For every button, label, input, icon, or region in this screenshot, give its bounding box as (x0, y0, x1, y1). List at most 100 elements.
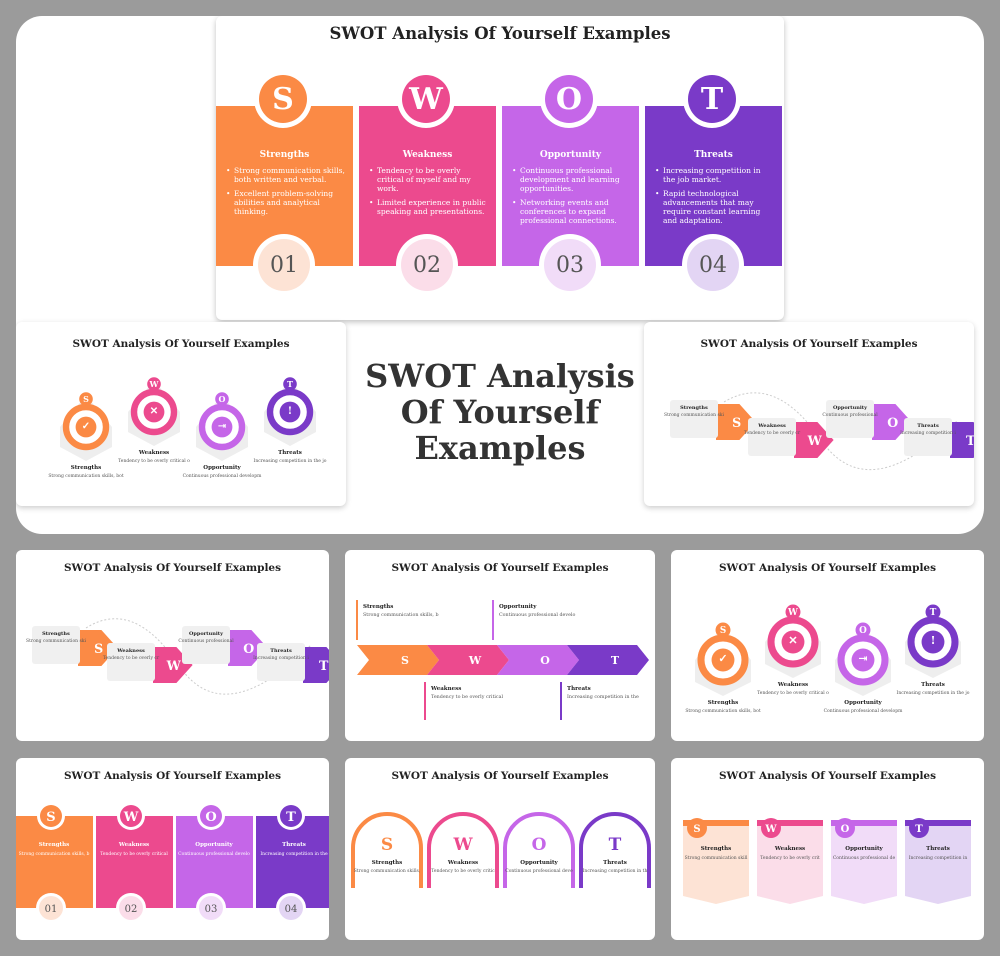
heading: Strengths (680, 405, 708, 411)
slide-title: SWOT Analysis Of Yourself Examples (718, 562, 937, 574)
slide-title: SWOT Analysis Of Yourself Examples (700, 338, 918, 350)
letter: S (94, 641, 103, 656)
letter-dot (855, 622, 871, 638)
letter-badge: S (254, 70, 312, 128)
hero-preview: SWOT Analysis Of Yourself Examples S Stre… (16, 16, 984, 534)
tag (831, 820, 897, 904)
column (256, 816, 329, 908)
letter: O (219, 394, 226, 404)
text-card (904, 418, 952, 456)
bullet: Limited experience in public speaking an… (369, 198, 488, 216)
tag-bar (757, 820, 823, 826)
heading: Weakness (777, 682, 808, 688)
description: Strong communication skills, bot (48, 473, 124, 479)
icon-core (75, 416, 97, 438)
letter-badge: O (540, 70, 598, 128)
letter-badge: W (397, 70, 455, 128)
arch (503, 812, 575, 888)
heading: Strengths (42, 631, 70, 637)
heading: Threats (926, 846, 950, 852)
number: 03 (205, 904, 218, 915)
letter: T (287, 379, 293, 389)
main-slide[interactable]: SWOT Analysis Of Yourself Examples S Stre… (216, 16, 784, 320)
thumbnail-slide-arrows[interactable]: SWOT Analysis Of Yourself Examples S Stre… (644, 322, 974, 506)
heading: Threats (603, 860, 627, 866)
letter: W (787, 608, 798, 618)
thumbnail-2[interactable]: SWOT Analysis Of Yourself Examples S Stre… (16, 550, 329, 741)
letter: S (46, 810, 55, 825)
letter: W (166, 658, 182, 673)
heading: Threats (917, 423, 939, 429)
icon-glyph: ! (931, 634, 936, 647)
thumbnail-4[interactable]: SWOT Analysis Of Yourself Examples S ✓ Str… (671, 550, 984, 741)
tag-bar (905, 820, 971, 826)
thumbnail-7[interactable]: SWOT Analysis Of Yourself Examples S Stre… (671, 758, 984, 940)
icon-core (211, 416, 233, 438)
heading: Strengths (363, 604, 393, 610)
heading: Weakness (430, 686, 461, 692)
tag (757, 820, 823, 904)
slide-title: SWOT Analysis Of Yourself Examples (391, 770, 609, 782)
letter: S (83, 394, 89, 404)
text-card (257, 643, 305, 681)
heading: Threats (567, 686, 591, 692)
icon-glyph: ⇥ (858, 652, 867, 665)
heading: Weakness (118, 842, 149, 848)
number-circle (119, 896, 143, 920)
letter-dot (147, 377, 161, 391)
letter: S (381, 835, 393, 855)
letter: T (286, 810, 296, 825)
slide-title: SWOT Analysis Of Yourself Examples (72, 338, 290, 350)
thumbnail-3[interactable]: SWOT Analysis Of Yourself Examples S Stre… (345, 550, 655, 741)
heading: Strengths (372, 860, 402, 866)
heading: Strengths (708, 700, 738, 706)
description: Increasing competition in th (583, 868, 648, 874)
number: 01 (45, 904, 58, 915)
letter-dot (79, 392, 93, 406)
slide-title: SWOT Analysis Of Yourself Examples (329, 24, 671, 43)
heading: Threats (921, 682, 945, 688)
icon-glyph: ✕ (788, 634, 797, 647)
letter: S (259, 75, 307, 123)
letter: O (540, 654, 550, 667)
letter: W (402, 75, 450, 123)
thumbnail-slide-circles[interactable]: SWOT Analysis Of Yourself Examples S ✓ Str… (16, 322, 346, 506)
number-circle (279, 896, 303, 920)
thumbnail-6[interactable]: SWOT Analysis Of Yourself Examples S Stre… (345, 758, 655, 940)
thumbnail-5[interactable]: SWOT Analysis Of Yourself Examples S Stre… (16, 758, 329, 940)
bullet: Tendency to be overly critical of myself… (369, 166, 488, 193)
bullet-list: Strong communication skills, both writte… (226, 166, 345, 221)
letter: T (966, 433, 974, 448)
description: Tendency to be overly cr (744, 430, 801, 436)
description: Strong communication skills, bot (685, 708, 761, 714)
description: Continuous professional developm (824, 708, 904, 714)
letter-dot (283, 377, 297, 391)
icon-glyph: ⇥ (218, 421, 226, 432)
text-card (748, 418, 796, 456)
heading: Strengths (71, 465, 101, 471)
description: Increasing competition in the (567, 694, 639, 700)
letter: O (841, 824, 850, 835)
letter-dot (785, 604, 801, 620)
icon-core (711, 648, 735, 672)
letter: T (319, 658, 329, 673)
letter: S (401, 654, 409, 667)
letter: S (732, 415, 741, 430)
heading: Opportunity (833, 405, 868, 411)
description: Increasing competition i (900, 430, 956, 436)
text-card (670, 400, 718, 438)
heading: Strengths (39, 842, 69, 848)
description: Strong communication skill (685, 855, 748, 861)
swot-column-threats: T Threats Increasing competition in the jo… (645, 70, 782, 296)
letter-circle (280, 805, 302, 827)
letter-badge: T (683, 70, 741, 128)
band-segment (497, 645, 579, 675)
icon-glyph: ✕ (150, 406, 158, 417)
slide-title: SWOT Analysis Of Yourself Examples (391, 562, 609, 574)
description: Increasing competition in the jo (897, 690, 970, 696)
heading: Opportunity (499, 604, 537, 610)
number-circle (199, 896, 223, 920)
description: Continuous professional deve (505, 868, 573, 874)
description: Tendency to be overly critic (431, 868, 495, 874)
letter: T (915, 824, 923, 835)
